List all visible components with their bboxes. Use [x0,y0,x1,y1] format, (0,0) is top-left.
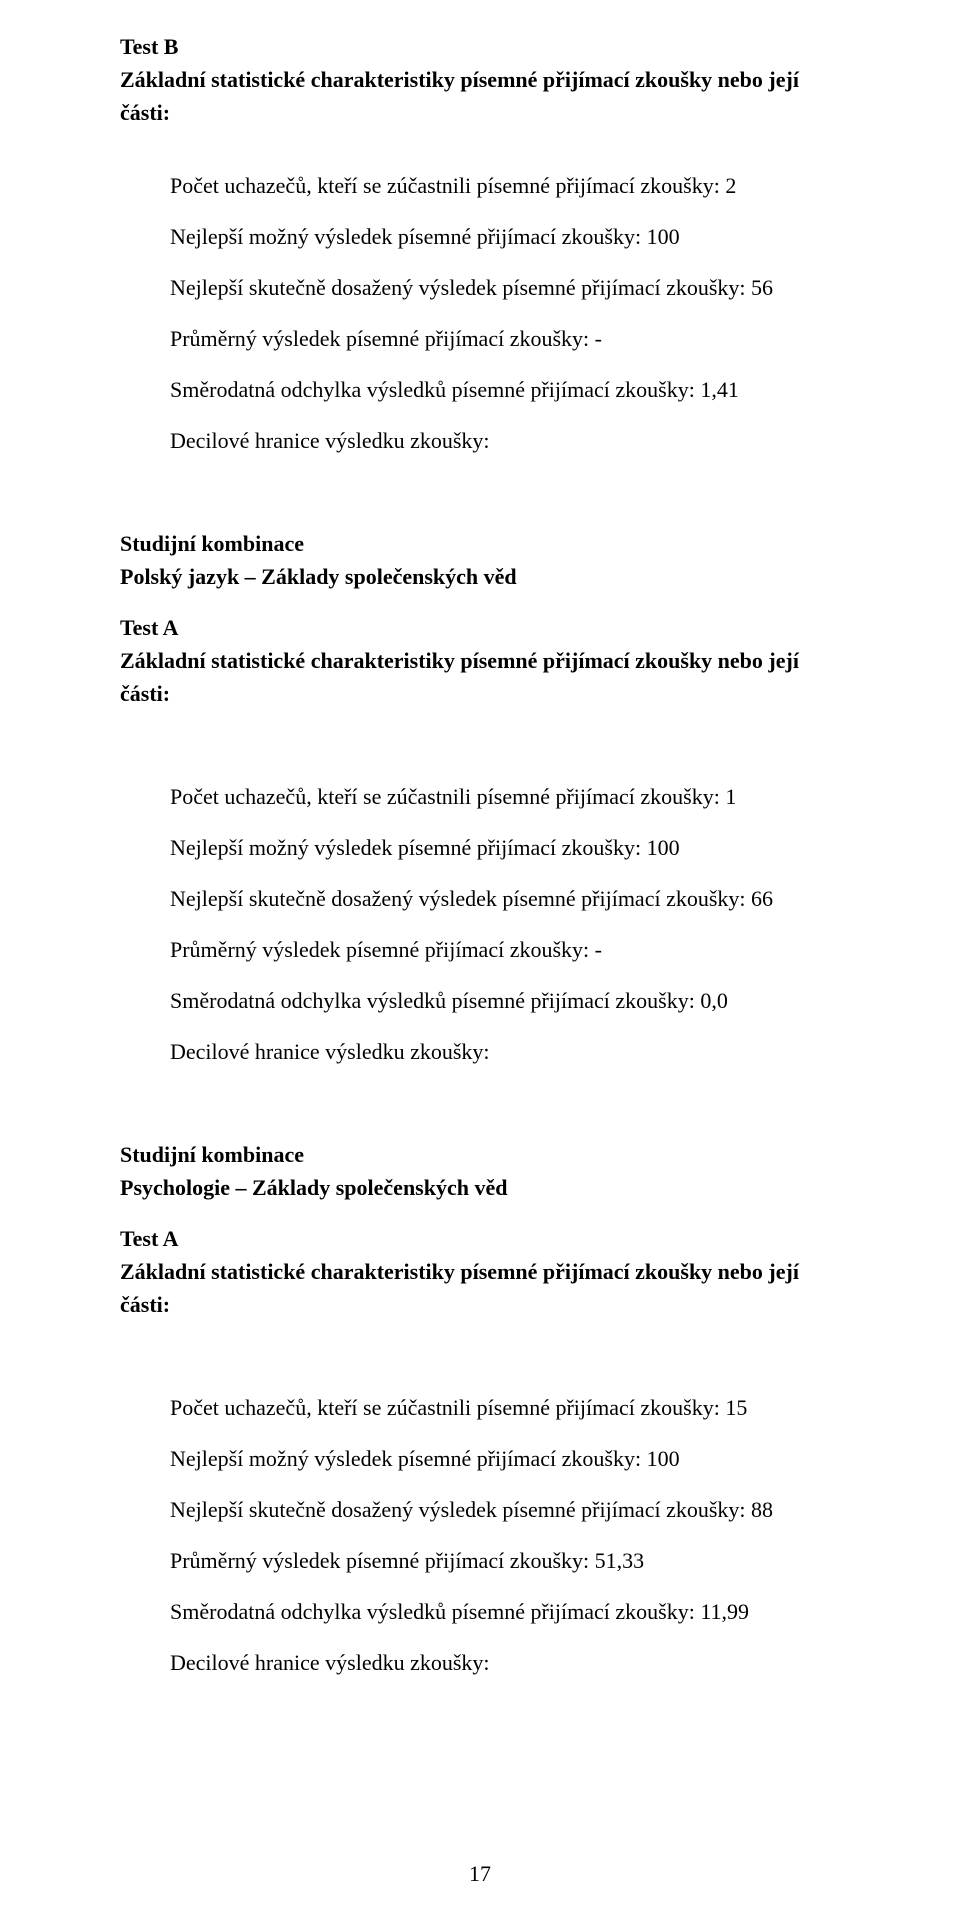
polsky-decile: Decilové hranice výsledku zkoušky: [170,1035,840,1068]
psych-subheading: Psychologie – Základy společenských věd [120,1171,840,1204]
section-b-average: Průměrný výsledek písemné přijímací zkou… [170,322,840,355]
psych-body: Počet uchazečů, kteří se zúčastnili píse… [120,1391,840,1679]
section-b-title: Test B [120,30,840,63]
psych-heading: Studijní kombinace [120,1138,840,1171]
psych-count: Počet uchazečů, kteří se zúčastnili píse… [170,1391,840,1424]
polsky-average: Průměrný výsledek písemné přijímací zkou… [170,933,840,966]
polsky-stddev: Směrodatná odchylka výsledků písemné při… [170,984,840,1017]
psych-best-actual: Nejlepší skutečně dosažený výsledek píse… [170,1493,840,1526]
psych-decile: Decilové hranice výsledku zkoušky: [170,1646,840,1679]
page-number: 17 [0,1861,960,1887]
page-container: Test B Základní statistické charakterist… [0,0,960,1915]
polsky-heading: Studijní kombinace [120,527,840,560]
polsky-best-possible: Nejlepší možný výsledek písemné přijímac… [170,831,840,864]
section-b-subtitle: Základní statistické charakteristiky pís… [120,63,840,129]
section-b-stddev: Směrodatná odchylka výsledků písemné při… [170,373,840,406]
polsky-count: Počet uchazečů, kteří se zúčastnili píse… [170,780,840,813]
psych-subtitle: Základní statistické charakteristiky pís… [120,1255,840,1321]
polsky-body: Počet uchazečů, kteří se zúčastnili píse… [120,780,840,1068]
psych-title: Test A [120,1222,840,1255]
polsky-subheading: Polský jazyk – Základy společenských věd [120,560,840,593]
polsky-best-actual: Nejlepší skutečně dosažený výsledek píse… [170,882,840,915]
section-b-best-possible: Nejlepší možný výsledek písemné přijímac… [170,220,840,253]
section-b-count: Počet uchazečů, kteří se zúčastnili píse… [170,169,840,202]
polsky-subtitle: Základní statistické charakteristiky pís… [120,644,840,710]
polsky-title: Test A [120,611,840,644]
section-b-best-actual: Nejlepší skutečně dosažený výsledek píse… [170,271,840,304]
psych-stddev: Směrodatná odchylka výsledků písemné při… [170,1595,840,1628]
section-b-decile: Decilové hranice výsledku zkoušky: [170,424,840,457]
section-b-body: Počet uchazečů, kteří se zúčastnili píse… [120,169,840,457]
psych-best-possible: Nejlepší možný výsledek písemné přijímac… [170,1442,840,1475]
psych-average: Průměrný výsledek písemné přijímací zkou… [170,1544,840,1577]
